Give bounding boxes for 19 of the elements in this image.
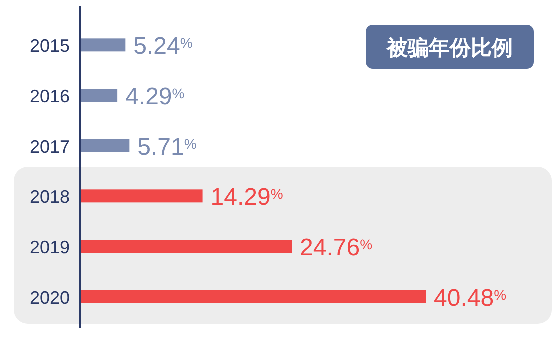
data-label: 4.29$^{%}$ bbox=[126, 84, 185, 110]
y-tick-label: 2019 bbox=[30, 238, 70, 258]
data-label: 24.76$^{%}$ bbox=[300, 234, 373, 262]
bar bbox=[81, 290, 426, 304]
bar bbox=[81, 240, 292, 253]
bar bbox=[81, 89, 118, 102]
bar bbox=[81, 38, 126, 52]
data-label: 14.29$^{%}$ bbox=[210, 184, 284, 212]
y-tick-label: 2020 bbox=[30, 288, 70, 308]
y-tick-label: 2015 bbox=[30, 36, 70, 56]
bar bbox=[81, 139, 130, 152]
data-label: 40.48$^{%}$ bbox=[434, 284, 507, 312]
data-label: 5.71$^{%}$ bbox=[138, 134, 197, 161]
text: 被骗年份比例 bbox=[386, 36, 513, 60]
y-tick-label: 2016 bbox=[30, 86, 70, 106]
y-tick-label: 2018 bbox=[30, 187, 70, 208]
y-tick-label: 2017 bbox=[30, 136, 70, 157]
data-label: 5.24$^{%}$ bbox=[134, 33, 193, 60]
bar bbox=[81, 190, 203, 203]
